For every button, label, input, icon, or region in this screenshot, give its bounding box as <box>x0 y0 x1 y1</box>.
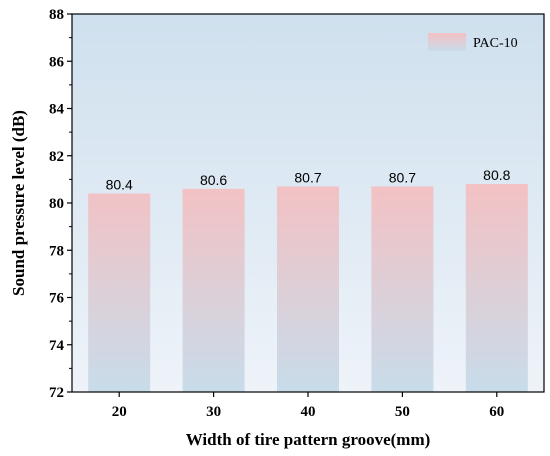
bars-group <box>88 184 528 392</box>
y-tick-label: 84 <box>49 102 65 118</box>
y-tick-label: 80 <box>49 196 64 212</box>
data-label-20: 80.4 <box>106 177 133 193</box>
x-tick-label: 20 <box>112 404 127 420</box>
y-tick-label: 72 <box>49 385 64 401</box>
x-tick-label: 60 <box>489 404 504 420</box>
y-tick-label: 76 <box>49 291 65 307</box>
x-axis-title: Width of tire pattern groove(mm) <box>186 430 431 449</box>
y-axis-ticks: 72 74 76 78 80 82 84 86 88 <box>49 7 72 401</box>
data-label-50: 80.7 <box>389 169 416 185</box>
x-axis-ticks: 20 30 40 50 60 <box>112 392 504 420</box>
legend-swatch <box>428 33 466 51</box>
legend-label: PAC-10 <box>473 36 518 51</box>
data-labels-group: 80.4 80.6 80.7 80.7 80.8 <box>106 167 511 192</box>
data-label-40: 80.7 <box>294 169 321 185</box>
y-axis-title: Sound pressure level (dB) <box>9 110 28 296</box>
y-tick-label: 86 <box>49 54 65 70</box>
data-label-30: 80.6 <box>200 172 227 188</box>
y-tick-label: 78 <box>49 243 64 259</box>
x-tick-label: 30 <box>206 404 221 420</box>
y-tick-label: 74 <box>49 338 65 354</box>
y-tick-label: 82 <box>49 149 64 165</box>
x-tick-label: 40 <box>301 404 316 420</box>
bar-60 <box>465 184 528 392</box>
data-label-60: 80.8 <box>483 167 510 183</box>
bar-50 <box>371 186 434 392</box>
bar-30 <box>182 188 245 392</box>
x-tick-label: 50 <box>395 404 410 420</box>
bar-20 <box>88 193 151 392</box>
plot-frame <box>71 13 545 393</box>
bar-40 <box>277 186 339 392</box>
y-tick-label: 88 <box>49 7 64 23</box>
legend: PAC-10 <box>428 33 518 51</box>
